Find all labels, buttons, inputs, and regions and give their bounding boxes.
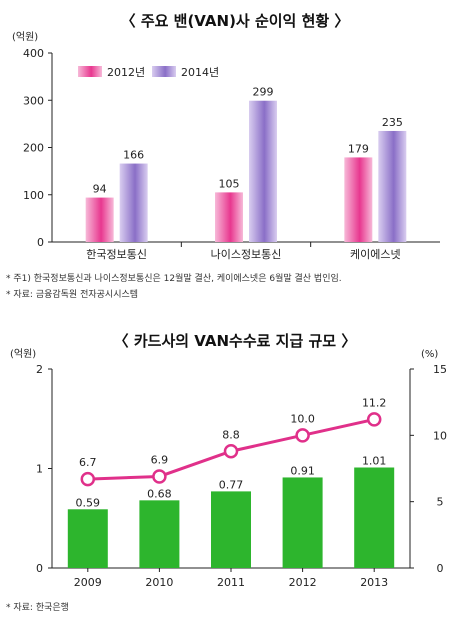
- chart2-bar: [139, 500, 180, 568]
- chart2-line-point: [152, 469, 167, 484]
- chart1-source: * 자료: 금융감독원 전자공시시스템: [6, 290, 139, 300]
- chart2-ylabel: (억원): [10, 348, 36, 360]
- chart2-y-tick-label: 1: [36, 463, 43, 476]
- chart1-legend-swatch: [152, 66, 176, 77]
- chart1-svg: (억원) 0 100 200 300 400 한국정보통신 94 166 나이스정보통신 105 29…: [12, 31, 440, 261]
- chart2-x-tick-label: 2010: [145, 576, 173, 589]
- chart1-y-tick-label: 100: [23, 189, 44, 202]
- chart2-y2-tick-label: 5: [437, 496, 444, 509]
- chart2-line-point: [223, 444, 239, 459]
- chart1-data-label: 105: [219, 177, 240, 190]
- chart1-x-tick-label: 나이스정보통신: [211, 248, 282, 261]
- chart2-y2-tick-label: 15: [433, 363, 447, 376]
- chart2-bar: [282, 477, 323, 568]
- chart1-ylabel: (억원): [12, 31, 38, 43]
- chart1-bar: [85, 197, 114, 242]
- chart1-y-tick-label: 0: [37, 236, 44, 249]
- chart1-bar: [215, 192, 243, 242]
- chart2-bar-label: 0.91: [290, 464, 315, 477]
- chart2-line-point: [366, 412, 382, 427]
- chart2-x-tick-label: 2013: [360, 576, 388, 589]
- chart2-source: * 자료: 한국은행: [6, 603, 69, 613]
- chart1-legend-label: 2014년: [181, 66, 219, 79]
- chart2-bar-label: 0.68: [147, 487, 172, 500]
- chart2-y-tick-label: 2: [36, 363, 43, 376]
- chart2-line-label: 6.9: [151, 453, 169, 466]
- chart2-bar-label: 0.59: [76, 496, 101, 509]
- chart1-data-label: 235: [382, 116, 403, 129]
- chart1-x-tick-label: 케이에스넷: [350, 248, 401, 261]
- chart1-y-tick-label: 200: [23, 142, 44, 155]
- chart1-bar: [378, 130, 407, 242]
- chart1-data-label: 299: [253, 86, 274, 99]
- chart2-bar: [67, 509, 108, 568]
- chart1-data-label: 166: [123, 149, 144, 162]
- chart2-line-point: [80, 471, 96, 487]
- chart1-y-tick-label: 300: [23, 94, 44, 107]
- chart2-bar-label: 0.77: [219, 478, 244, 491]
- chart1-bar: [119, 163, 148, 242]
- chart2-line-label: 8.8: [222, 428, 240, 441]
- chart1-data-label: 179: [348, 142, 369, 155]
- chart2-line-label: 11.2: [362, 396, 387, 409]
- chart2-y-tick-label: 0: [36, 562, 43, 575]
- chart1-footnote: * 주1) 한국정보통신과 나이스정보통신은 12월말 결산, 케이에스넷은 6…: [6, 274, 342, 284]
- chart2-y2-tick-label: 10: [433, 429, 447, 442]
- chart1-legend-swatch: [78, 66, 102, 77]
- chart1-bar: [344, 157, 373, 242]
- chart2-x-tick-label: 2009: [74, 576, 102, 589]
- chart1-title: 〈 주요 밴(VAN)사 순이익 현황 〉: [120, 12, 350, 30]
- chart2-bar-label: 1.01: [362, 455, 387, 468]
- chart2-line-label: 6.7: [79, 456, 97, 469]
- chart2-line-point: [295, 428, 310, 443]
- chart2-line-label: 10.0: [290, 412, 315, 425]
- chart2-x-tick-label: 2011: [217, 576, 245, 589]
- chart1-bar: [249, 100, 277, 242]
- chart2-x-tick-label: 2012: [289, 576, 317, 589]
- chart2-bar: [211, 491, 251, 568]
- chart2-y2label: (%): [421, 349, 438, 360]
- chart2-y2-tick-label: 0: [437, 562, 444, 575]
- chart1-data-label: 94: [93, 183, 107, 196]
- chart1-legend-label: 2012년: [107, 66, 145, 79]
- chart2-svg: (억원) (%) 0 1 2 0 5 10 15 2009 0.59 2010 0.68 2011 0.77…: [10, 348, 447, 589]
- chart2-bar: [354, 467, 395, 568]
- chart1-x-tick-label: 한국정보통신: [86, 248, 147, 261]
- chart1-y-tick-label: 400: [23, 47, 44, 60]
- chart2-title: 〈 카드사의 VAN수수료 지급 규모 〉: [113, 332, 357, 350]
